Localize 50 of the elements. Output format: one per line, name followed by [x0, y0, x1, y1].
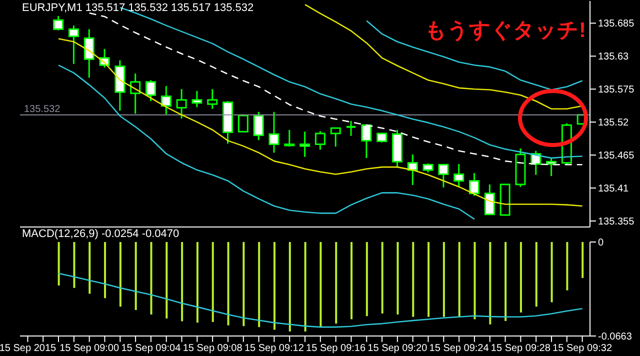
- line-series: [366, 20, 583, 90]
- y-tick-label: 135.355: [598, 216, 635, 228]
- candlestick: [407, 154, 418, 186]
- y-tick-label: 135.465: [598, 150, 635, 162]
- candlestick: [53, 15, 64, 32]
- candlestick: [160, 85, 172, 116]
- annotation: もうすぐタッチ!: [425, 18, 586, 44]
- candlestick: [68, 24, 79, 65]
- candlestick: [130, 72, 141, 114]
- candlestick: [238, 114, 248, 132]
- chart-title: MACD(12,26,9) -0.0254 -0.0470: [22, 228, 180, 240]
- x-tick-label: 15 Sep 09:24: [429, 343, 490, 354]
- candlestick: [284, 129, 295, 148]
- candlestick: [438, 163, 449, 188]
- candlestick: [469, 172, 480, 197]
- candlestick: [253, 111, 264, 141]
- x-tick-label: 15 Sep 09:32: [552, 343, 612, 354]
- candlestick: [176, 88, 187, 120]
- y-tick-label: -0.0663: [598, 332, 632, 343]
- candlestick: [145, 79, 156, 102]
- candlestick: [454, 163, 464, 187]
- y-tick-label: 135.52: [598, 118, 630, 129]
- x-tick-label: 15 Sep 09:16: [306, 343, 366, 354]
- candlestick: [207, 88, 218, 110]
- chart-title: EURJPY,M1 135.517 135.532 135.517 135.532: [22, 2, 254, 14]
- candlestick: [376, 132, 388, 144]
- y-tick-label: 135.63: [598, 52, 630, 63]
- candlestick: [346, 120, 357, 137]
- candlestick: [330, 127, 341, 148]
- y-tick-label: 0: [598, 238, 604, 249]
- x-tick-label: 15 Sep 09:04: [121, 343, 182, 354]
- x-tick-label: 15 Sep 2015: [0, 343, 56, 354]
- candlestick: [484, 184, 495, 216]
- x-tick-label: 15 Sep 09:20: [368, 343, 428, 354]
- ref-line-label: 135.532: [24, 104, 61, 115]
- line-series: [304, 4, 583, 110]
- x-tick-label: 15 Sep 09:28: [490, 343, 551, 354]
- candlestick: [268, 111, 280, 154]
- x-tick-label: 15 Sep 09:08: [182, 343, 243, 354]
- x-tick-label: 15 Sep 09:12: [244, 343, 304, 354]
- candlestick: [361, 124, 372, 159]
- candlestick: [84, 28, 94, 78]
- candlestick: [300, 130, 310, 158]
- x-tick-label: 15 Sep 09:00: [60, 343, 120, 354]
- candlestick: [314, 130, 326, 150]
- y-tick-label: 135.685: [598, 18, 635, 30]
- line-series: [58, 272, 583, 328]
- y-tick-label: 135.575: [598, 84, 635, 96]
- candlestick: [192, 90, 202, 108]
- y-tick-label: 135.41: [598, 184, 630, 195]
